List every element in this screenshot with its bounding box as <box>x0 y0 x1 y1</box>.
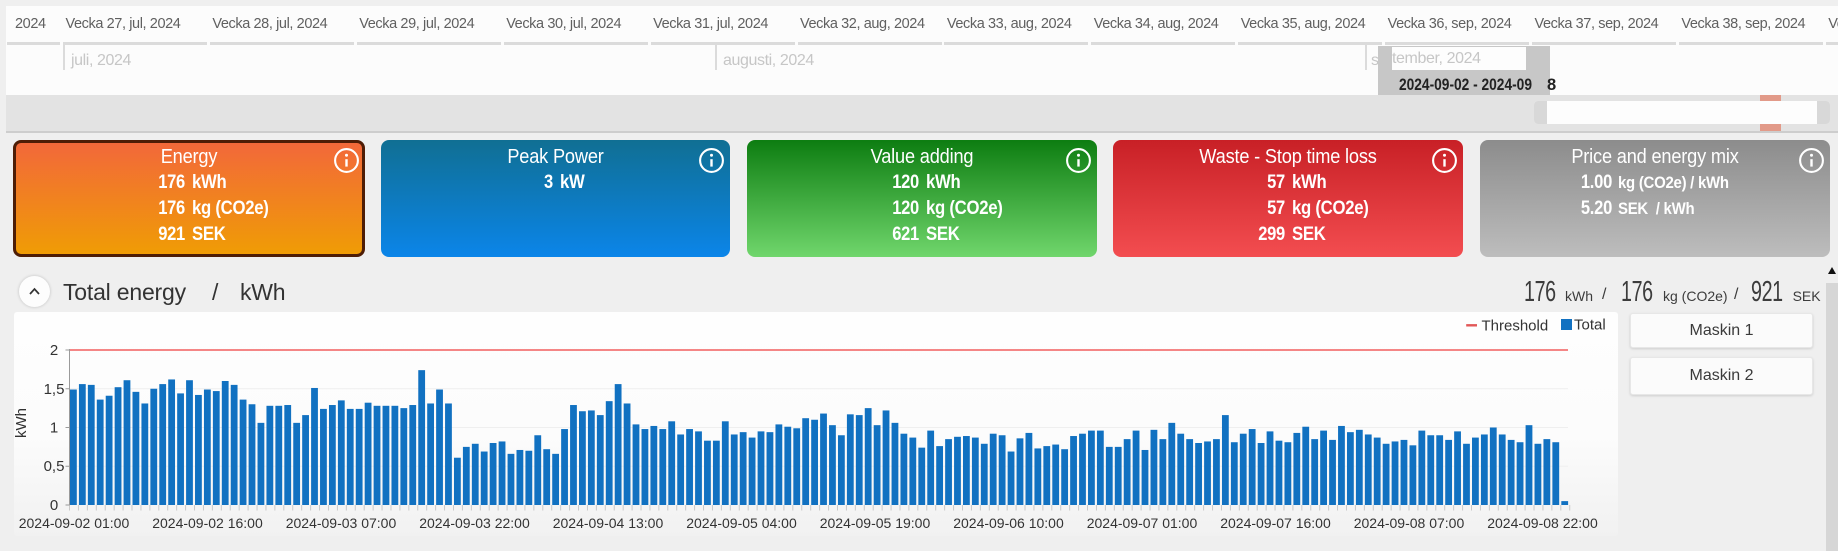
svg-text:2024-09-02 01:00: 2024-09-02 01:00 <box>19 515 130 531</box>
svg-text:1: 1 <box>50 420 58 437</box>
svg-text:2024-09-06 10:00: 2024-09-06 10:00 <box>953 515 1064 531</box>
svg-text:Threshold: Threshold <box>1482 317 1549 334</box>
svg-text:Total: Total <box>1574 317 1606 334</box>
svg-text:2024-09-07 01:00: 2024-09-07 01:00 <box>1087 515 1198 531</box>
svg-text:2024-09-08 07:00: 2024-09-08 07:00 <box>1354 515 1465 531</box>
svg-text:2024-09-03 07:00: 2024-09-03 07:00 <box>286 515 397 531</box>
svg-text:2: 2 <box>50 342 58 359</box>
svg-text:kWh: kWh <box>14 408 30 438</box>
svg-text:0: 0 <box>50 497 58 514</box>
svg-text:2024-09-07 16:00: 2024-09-07 16:00 <box>1220 515 1331 531</box>
svg-text:1,5: 1,5 <box>44 381 65 398</box>
svg-text:0,5: 0,5 <box>44 458 65 475</box>
svg-text:2024-09-02 16:00: 2024-09-02 16:00 <box>152 515 263 531</box>
svg-text:2024-09-03 22:00: 2024-09-03 22:00 <box>419 515 530 531</box>
svg-text:2024-09-05 04:00: 2024-09-05 04:00 <box>686 515 797 531</box>
svg-text:2024-09-04 13:00: 2024-09-04 13:00 <box>553 515 664 531</box>
svg-text:2024-09-08 22:00: 2024-09-08 22:00 <box>1487 515 1598 531</box>
svg-text:2024-09-05 19:00: 2024-09-05 19:00 <box>820 515 931 531</box>
